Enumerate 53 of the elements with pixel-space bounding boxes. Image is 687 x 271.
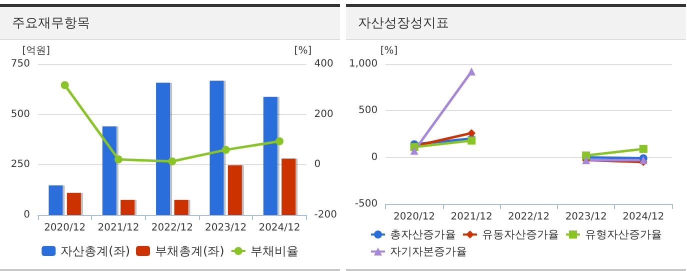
legend-label: 부채총계(좌) — [155, 244, 224, 258]
legend-label: 자기자본증가율 — [390, 245, 467, 258]
y-tick-label: 0 — [371, 152, 378, 163]
bar — [156, 82, 170, 215]
y-tick-label: 500 — [358, 105, 378, 116]
y-axis-title: [억원] — [22, 46, 50, 56]
bar — [102, 126, 116, 215]
point — [222, 146, 230, 154]
bar — [263, 96, 278, 215]
x-tick-label: 2021/12 — [450, 212, 492, 222]
bar — [174, 200, 188, 215]
y-tick-label: 750 — [10, 58, 30, 70]
point — [275, 137, 284, 146]
point — [468, 67, 476, 76]
y2-tick-label: -200 — [314, 210, 338, 220]
y-axis-title: [%] — [380, 46, 398, 56]
chart-title: 자산성장성지표 — [346, 7, 686, 40]
point — [468, 129, 476, 138]
y-tick-label: -500 — [354, 198, 378, 210]
y-tick-label: 250 — [10, 159, 30, 170]
point — [168, 157, 176, 166]
chart-title: 주요재무항목 — [0, 7, 340, 40]
legend-label: 유동자산증가율 — [482, 228, 559, 241]
y2-tick-label: 200 — [314, 108, 334, 120]
point — [639, 144, 648, 153]
point — [410, 146, 418, 155]
y2-tick-label: 400 — [314, 58, 334, 70]
y2-axis-title: [%] — [294, 46, 312, 56]
legend-label: 부채비율 — [250, 244, 298, 258]
x-tick-label: 2021/12 — [98, 222, 140, 234]
legend-label: 유형자산증가율 — [585, 228, 662, 241]
legend-label: 자산총계(좌) — [60, 244, 130, 258]
x-tick-label: 2020/12 — [44, 222, 86, 234]
bar — [48, 185, 63, 215]
x-tick-label: 2024/12 — [258, 222, 300, 234]
x-tick-label: 2023/12 — [565, 212, 607, 222]
x-tick-label: 2023/12 — [205, 222, 247, 234]
legend-label: 총자산증가율 — [390, 228, 456, 241]
point — [60, 81, 69, 90]
x-tick-label: 2022/12 — [151, 222, 193, 234]
y-tick-label: 0 — [24, 210, 30, 220]
bar — [210, 80, 224, 215]
point — [114, 155, 122, 164]
bar — [120, 200, 135, 215]
x-tick-label: 2020/12 — [393, 212, 436, 222]
bar — [282, 158, 296, 215]
y-tick-label: 1,000 — [348, 58, 378, 70]
y2-tick-label: 0 — [314, 159, 321, 170]
bar — [66, 192, 81, 215]
x-tick-label: 2022/12 — [508, 212, 550, 222]
bar — [228, 165, 242, 215]
y-tick-label: 500 — [10, 108, 30, 120]
x-tick-label: 2024/12 — [622, 212, 664, 222]
